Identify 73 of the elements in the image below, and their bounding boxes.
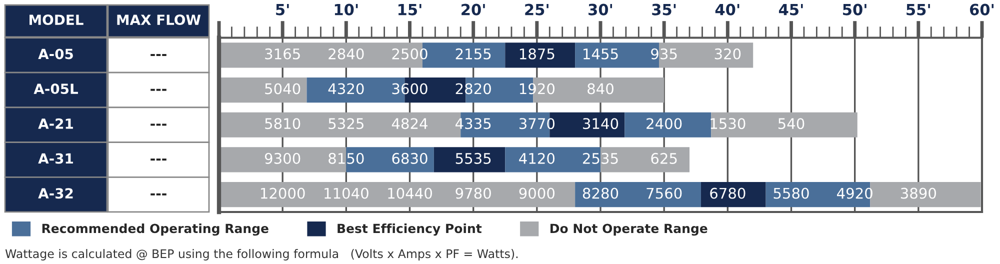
annotation: 4335 — [455, 118, 491, 130]
bar — [624, 112, 712, 138]
annotation: 5535 — [456, 152, 491, 164]
annotation: 2840 — [328, 48, 364, 60]
legend-label: Do Not Operate Range — [550, 224, 708, 236]
y-tick-label: A-32 — [38, 188, 73, 199]
annotation: 3165 — [265, 48, 300, 60]
annotation: 8280 — [582, 188, 618, 199]
annotation: 7560 — [646, 188, 682, 199]
x-tick-label: 5' — [276, 4, 289, 16]
y-tick-label: A-21 — [38, 118, 73, 129]
annotation: 1455 — [584, 48, 618, 60]
annotation: 8150 — [328, 152, 364, 164]
text: --- — [150, 54, 166, 56]
annotation: 3140 — [583, 118, 618, 130]
annotation: 6830 — [392, 152, 428, 164]
annotation: 4824 — [392, 118, 428, 130]
annotation: 5810 — [265, 118, 300, 130]
annotation: 10440 — [388, 188, 432, 199]
annotation: 9300 — [264, 152, 300, 164]
bar — [219, 77, 307, 103]
x-tick-label: 30' — [588, 4, 612, 16]
x-tick-label: 50' — [843, 4, 866, 16]
annotation: 3770 — [519, 118, 555, 130]
annotation: 5040 — [265, 83, 300, 94]
y-tick-label: A-31 — [38, 153, 73, 164]
annotation: 11040 — [324, 188, 368, 199]
x-tick-label: 55' — [906, 4, 930, 16]
text: --- — [150, 193, 166, 196]
text: --- — [150, 158, 166, 161]
x-tick-label: 35' — [652, 4, 676, 16]
annotation: 9000 — [519, 188, 555, 199]
text: --- — [150, 124, 166, 126]
annotation: 4120 — [519, 152, 555, 164]
bar — [766, 182, 870, 208]
bar — [575, 182, 701, 208]
annotation: 6780 — [710, 188, 746, 199]
text: --- — [150, 88, 166, 91]
x-tick-label: 25' — [525, 4, 548, 16]
annotation: 2155 — [456, 48, 491, 60]
annotation: 2820 — [456, 83, 491, 94]
annotation: 1875 — [520, 48, 554, 60]
y-tick-label: A-05 — [38, 48, 73, 60]
annotation: 5580 — [774, 188, 809, 199]
x-tick-label: 60' — [970, 4, 994, 16]
x-tick-label: 15' — [398, 4, 422, 16]
y-axis-title: MODEL — [30, 14, 84, 26]
bar — [700, 182, 766, 208]
x-tick-label: 45' — [778, 4, 803, 16]
annotation: 2535 — [583, 152, 618, 164]
annotation: 2400 — [646, 118, 682, 130]
x-tick-label: 10' — [334, 4, 358, 16]
annotation: 540 — [778, 118, 804, 130]
bar — [505, 42, 576, 68]
annotation: 3890 — [900, 188, 936, 199]
annotation: 5325 — [328, 118, 364, 130]
y-tick-label: A-05L — [34, 84, 78, 94]
bar — [219, 182, 576, 208]
annotation: 3600 — [392, 83, 428, 94]
annotation: 9780 — [456, 188, 491, 199]
legend-label: Recommended Operating Range — [42, 223, 268, 236]
annotation: 840 — [588, 83, 614, 94]
x-tick-label: 20' — [462, 4, 485, 16]
annotation: 12000 — [260, 188, 305, 199]
annotation: 4320 — [328, 83, 364, 94]
annotation: 320 — [714, 48, 741, 60]
bar — [434, 147, 506, 172]
legend-label: Best Efficiency Point — [338, 223, 482, 236]
text: MAX FLOW — [117, 14, 201, 26]
annotation: 625 — [651, 152, 677, 164]
text: Wattage is calculated @ BEP using the following formula (Volts x Amps x PF = Watts). — [5, 249, 518, 260]
x-tick-label: 40' — [715, 4, 740, 16]
bar — [711, 112, 858, 138]
